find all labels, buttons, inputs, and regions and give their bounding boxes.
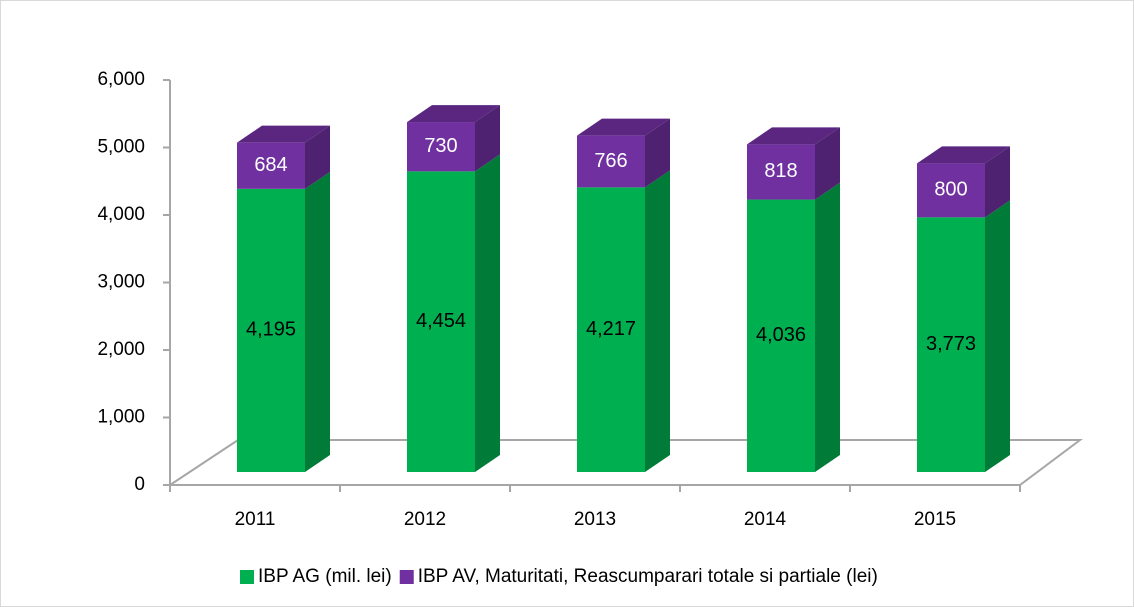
bar-side: [815, 182, 840, 472]
bar-top: [407, 105, 500, 123]
bar-top: [577, 118, 670, 136]
x-tick-label: 2015: [914, 509, 956, 530]
value-label: 3,773: [926, 333, 976, 355]
value-label: 4,195: [246, 319, 296, 341]
bar-top: [747, 127, 840, 145]
value-label: 684: [254, 154, 287, 176]
legend-label: IBP AG (mil. lei): [258, 566, 392, 587]
x-tick-label: 2013: [574, 509, 616, 530]
legend-swatch: [399, 570, 414, 584]
bar-side: [645, 170, 670, 473]
bar-segment: [577, 135, 645, 188]
bar-top: [237, 125, 330, 143]
bar-side: [645, 118, 670, 188]
y-tick-label: 3,000: [97, 272, 145, 293]
y-tick-label: 2,000: [97, 339, 145, 360]
bar-segment: [407, 122, 475, 172]
value-label: 4,036: [756, 324, 806, 346]
value-label: 818: [764, 160, 797, 182]
legend-swatch: [240, 570, 254, 584]
bar-segment: [237, 142, 305, 189]
bar-side: [305, 125, 330, 189]
value-label: 730: [424, 135, 457, 157]
bar-top: [917, 146, 1010, 164]
value-label: 800: [934, 179, 967, 201]
bar-segment: [917, 163, 985, 218]
y-tick-label: 1,000: [97, 407, 145, 428]
x-tick-label: 2014: [744, 509, 787, 530]
x-tick-label: 2011: [235, 509, 276, 530]
bar-side: [985, 200, 1010, 472]
y-tick-label: 6,000: [97, 69, 145, 90]
value-label: 4,217: [586, 318, 636, 340]
value-label: 4,454: [416, 310, 466, 332]
y-tick-label: 0: [134, 474, 145, 495]
bar-side: [475, 105, 500, 172]
value-label: 766: [594, 150, 627, 172]
y-tick-label: 5,000: [97, 137, 145, 158]
bar-segment: [917, 217, 985, 472]
bar-segment: [747, 144, 815, 200]
bar-segment: [577, 187, 645, 473]
bar-side: [305, 171, 330, 472]
y-tick-label: 4,000: [97, 204, 145, 225]
bar-segment: [237, 188, 305, 472]
bar-segment: [747, 199, 815, 472]
legend-label: IBP AV, Maturitati, Reascumparari totale…: [418, 566, 878, 587]
bar-side: [815, 127, 840, 200]
bar-side: [985, 146, 1010, 218]
bar-side: [475, 154, 500, 473]
bar-segment: [407, 171, 475, 473]
floor: [166, 439, 1083, 486]
x-tick-label: 2012: [404, 509, 446, 530]
